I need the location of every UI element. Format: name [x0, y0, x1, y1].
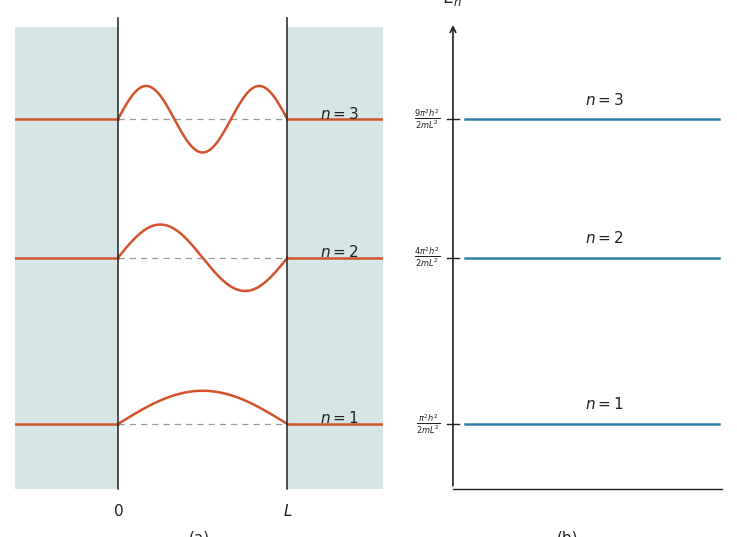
Text: $\frac{\pi^2 h^2}{2mL^2}$: $\frac{\pi^2 h^2}{2mL^2}$ — [416, 412, 441, 436]
Text: $n = 3$: $n = 3$ — [320, 106, 358, 122]
Text: $0$: $0$ — [113, 503, 123, 519]
Text: $\frac{9\pi^2 h^2}{2mL^2}$: $\frac{9\pi^2 h^2}{2mL^2}$ — [414, 107, 441, 131]
Text: $n = 3$: $n = 3$ — [585, 92, 624, 107]
Text: $\frac{4\pi^2 h^2}{2mL^2}$: $\frac{4\pi^2 h^2}{2mL^2}$ — [414, 246, 441, 270]
Text: $n = 1$: $n = 1$ — [320, 410, 358, 426]
Text: $L$: $L$ — [283, 503, 292, 519]
Text: (a): (a) — [189, 530, 209, 537]
Bar — [287, 27, 383, 489]
Bar — [15, 27, 118, 489]
Text: $n = 2$: $n = 2$ — [320, 244, 358, 260]
Text: $n = 2$: $n = 2$ — [585, 230, 624, 246]
Text: $E_n$: $E_n$ — [444, 0, 463, 9]
Text: (b): (b) — [556, 530, 579, 537]
Text: $n = 1$: $n = 1$ — [585, 396, 624, 412]
